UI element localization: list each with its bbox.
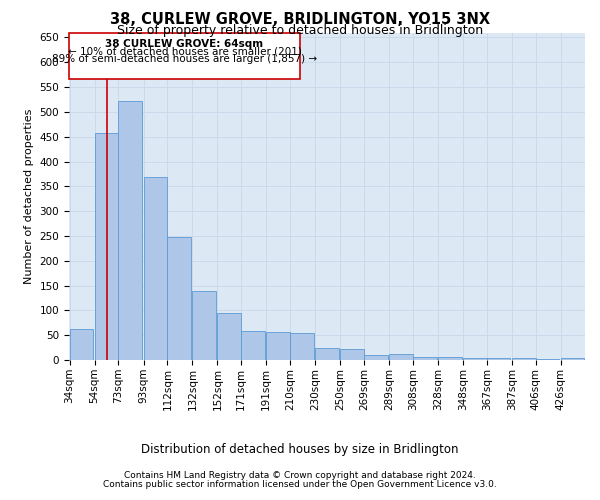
Bar — [217, 314, 241, 360]
Bar — [266, 332, 290, 360]
Bar — [389, 354, 413, 360]
Bar — [560, 358, 584, 360]
Bar — [241, 330, 265, 360]
Bar — [364, 355, 388, 360]
Bar — [438, 357, 461, 360]
Text: 38 CURLEW GROVE: 64sqm: 38 CURLEW GROVE: 64sqm — [106, 39, 263, 49]
Y-axis label: Number of detached properties: Number of detached properties — [24, 108, 34, 284]
Bar — [340, 349, 364, 360]
Text: Distribution of detached houses by size in Bridlington: Distribution of detached houses by size … — [141, 442, 459, 456]
Bar — [290, 332, 314, 360]
Bar — [95, 133, 118, 360]
Bar — [70, 329, 94, 360]
Bar — [512, 358, 536, 360]
Text: 38, CURLEW GROVE, BRIDLINGTON, YO15 3NX: 38, CURLEW GROVE, BRIDLINGTON, YO15 3NX — [110, 12, 490, 28]
Bar — [315, 348, 339, 360]
Bar — [413, 356, 437, 360]
Bar — [536, 358, 559, 360]
Bar — [118, 102, 142, 360]
Text: Size of property relative to detached houses in Bridlington: Size of property relative to detached ho… — [117, 24, 483, 37]
FancyBboxPatch shape — [69, 34, 300, 79]
Bar — [167, 238, 191, 360]
Text: Contains HM Land Registry data © Crown copyright and database right 2024.: Contains HM Land Registry data © Crown c… — [124, 471, 476, 480]
Text: 89% of semi-detached houses are larger (1,857) →: 89% of semi-detached houses are larger (… — [52, 54, 317, 64]
Text: Contains public sector information licensed under the Open Government Licence v3: Contains public sector information licen… — [103, 480, 497, 489]
Bar — [143, 178, 167, 360]
Bar — [193, 290, 216, 360]
Bar — [487, 358, 511, 360]
Bar — [463, 358, 487, 360]
Text: ← 10% of detached houses are smaller (201): ← 10% of detached houses are smaller (20… — [68, 46, 301, 56]
